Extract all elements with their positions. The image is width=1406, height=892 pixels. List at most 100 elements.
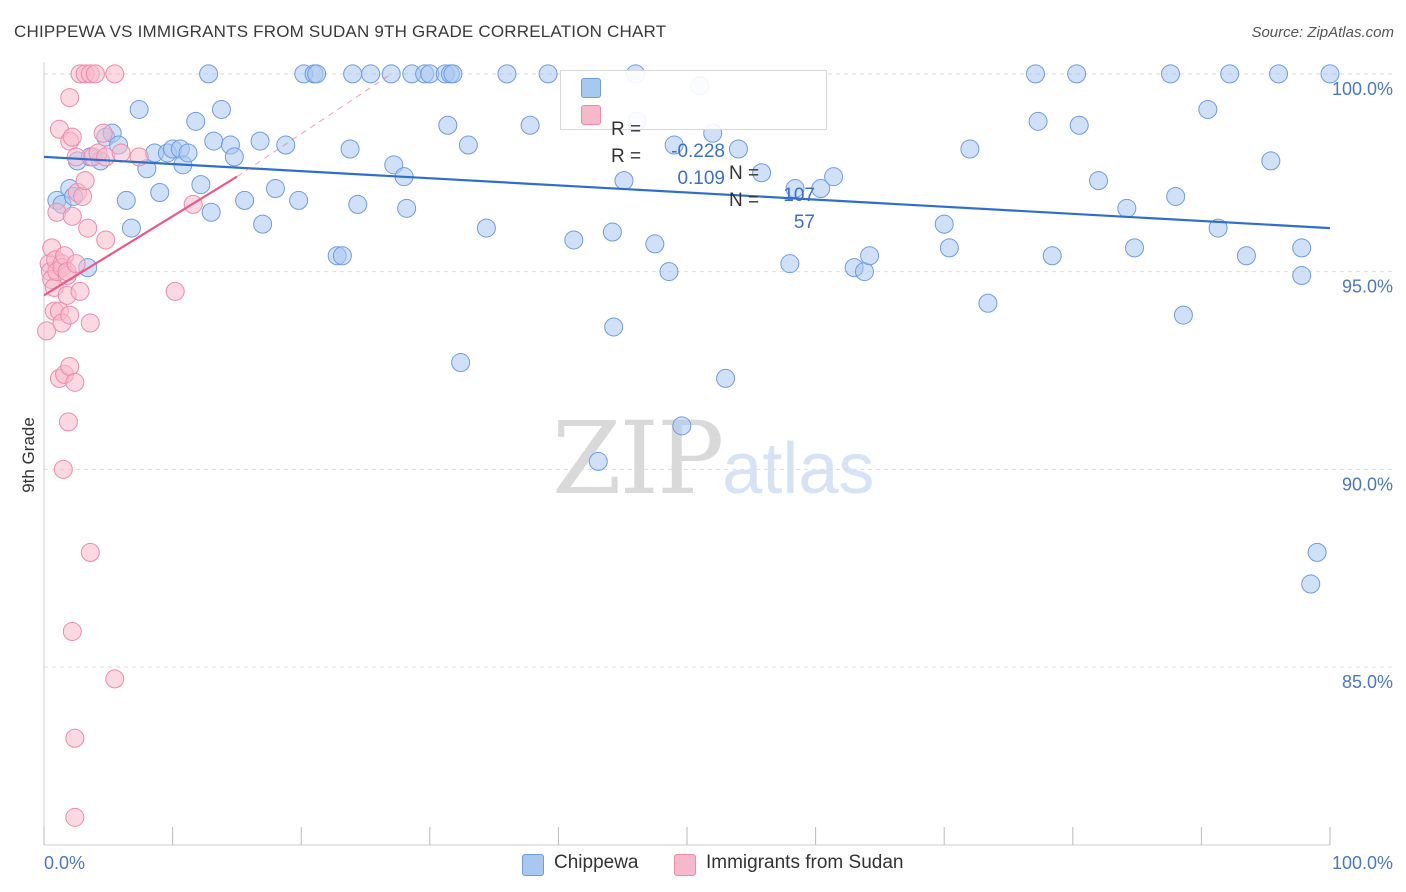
legend-label-sudan: Immigrants from Sudan (706, 852, 904, 873)
chippewa-point (1208, 218, 1228, 238)
sudan-points (37, 64, 203, 827)
chippewa-point (1042, 246, 1062, 266)
correlation-legend: R = -0.228 N = 107 R = 0.109 N = 57 (560, 70, 827, 233)
sudan-point (58, 412, 78, 432)
chippewa-point (250, 131, 270, 151)
sudan-point (75, 171, 95, 191)
x-tick-label-min: 0.0% (44, 853, 85, 873)
chippewa-point (361, 64, 381, 84)
chippewa-point (1161, 64, 1181, 84)
chippewa-point (211, 99, 231, 119)
sudan-trend-line (43, 175, 238, 297)
legend-row-chippewa: R = -0.228 N = 107 (575, 75, 815, 206)
chippewa-point (1292, 238, 1312, 258)
watermark: ZIPatlas (552, 400, 874, 517)
trend-lines (43, 73, 1331, 297)
sudan-trend-extension (236, 73, 392, 178)
sudan-point (65, 807, 85, 827)
chippewa-point (520, 115, 540, 135)
sudan-point (60, 357, 80, 376)
chippewa-point (659, 262, 679, 282)
r-value: -0.228 (671, 141, 725, 162)
chippewa-point (978, 293, 998, 313)
legend-label-chippewa: Chippewa (554, 852, 639, 873)
chippewa-point (121, 218, 141, 238)
sudan-point (111, 143, 131, 163)
y-tick-label: 95.0% (1342, 277, 1393, 297)
chippewa-point (1292, 266, 1312, 286)
chippewa-point (588, 451, 608, 471)
chippewa-point (265, 179, 285, 199)
chippewa-point (939, 238, 959, 258)
chippewa-point (199, 64, 219, 84)
sudan-point (65, 372, 85, 392)
chippewa-point (438, 115, 458, 135)
chippewa-point (129, 99, 149, 119)
axes (43, 62, 1331, 846)
sudan-point (62, 206, 82, 226)
chippewa-point (458, 135, 478, 155)
chippewa-point (332, 246, 352, 266)
chippewa-point (1261, 151, 1281, 171)
chippewa-point (191, 175, 211, 195)
legend-row-sudan: R = 0.109 N = 57 (575, 102, 815, 233)
chippewa-point (276, 135, 296, 155)
chart-title: CHIPPEWA VS IMMIGRANTS FROM SUDAN 9TH GR… (14, 22, 667, 41)
axis-labels: 85.0% 90.0% 95.0% 100.0% 0.0% 100.0% 9th Grade (19, 79, 1393, 873)
chippewa-point (960, 139, 980, 159)
chippewa-point (564, 230, 584, 250)
chippewa-point (340, 139, 360, 159)
watermark-zip: ZIP (552, 400, 724, 517)
chippewa-point (672, 416, 692, 436)
sudan-point (53, 459, 73, 479)
chippewa-point (1198, 99, 1218, 119)
chippewa-point (178, 143, 198, 163)
chippewa-trend-line (43, 155, 1331, 230)
chippewa-point (1117, 198, 1137, 218)
chippewa-point (204, 131, 224, 151)
chippewa-point (1236, 246, 1256, 266)
chippewa-point (1320, 64, 1340, 84)
chippewa-point (235, 190, 255, 210)
source-credit: Source: ZipAtlas.com (1251, 24, 1394, 41)
chippewa-point (1089, 171, 1109, 191)
r-label: R = (611, 119, 642, 140)
chippewa-point (854, 262, 874, 282)
y-tick-label: 85.0% (1342, 672, 1393, 692)
chippewa-point (860, 246, 880, 266)
chippewa-point (150, 183, 170, 202)
chippewa-point (381, 64, 401, 84)
chippewa-point (1307, 542, 1327, 562)
sudan-point (93, 123, 113, 143)
chippewa-swatch (581, 78, 601, 98)
chippewa-point (1028, 111, 1048, 131)
chippewa-point (716, 368, 736, 388)
chippewa-point (253, 214, 273, 234)
sudan-point (66, 147, 86, 167)
y-tick-label: 100.0% (1332, 79, 1393, 99)
sudan-point (96, 230, 116, 250)
sudan-point (66, 254, 86, 274)
chippewa-swatch (522, 854, 544, 876)
chippewa-point (116, 190, 136, 210)
chippewa-point (397, 198, 417, 218)
chippewa-point (451, 353, 471, 373)
chippewa-point (645, 234, 665, 254)
chippewa-point (824, 167, 844, 187)
chippewa-point (1067, 64, 1087, 84)
n-label: N = (729, 163, 760, 184)
n-label: N = (729, 190, 760, 211)
chippewa-point (348, 194, 368, 214)
chippewa-point (497, 64, 517, 84)
n-value: 57 (793, 212, 815, 233)
chippewa-point (1269, 64, 1289, 84)
chippewa-point (1220, 64, 1240, 84)
sudan-point (62, 127, 82, 147)
chippewa-point (780, 254, 800, 274)
chippewa-point (1125, 238, 1145, 258)
chippewa-point (307, 64, 327, 84)
chippewa-point (811, 179, 831, 199)
r-value: 0.109 (677, 168, 725, 189)
sudan-point (80, 542, 100, 562)
